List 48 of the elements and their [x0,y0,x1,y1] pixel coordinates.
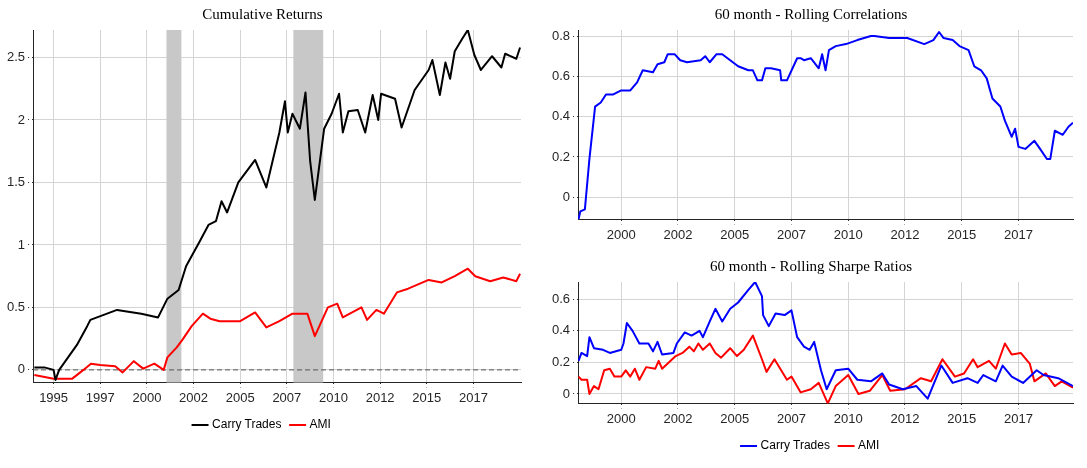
x-tick-label: 1995 [39,389,69,405]
y-tick-label: 1 [17,236,26,252]
x-tick-label: 2015 [412,389,442,405]
chart-title: 60 month - Rolling Sharpe Ratios [709,257,913,274]
x-tick-label: 2017 [1004,226,1033,242]
x-tick-label: 2017 [1004,410,1033,426]
x-tick-label: 2012 [365,389,395,405]
x-tick-label: 2005 [720,226,750,242]
x-tick-label: 2012 [890,226,920,242]
y-tick-label: 0 [562,188,571,204]
legend-label: Carry Trades [760,438,830,453]
x-tick-label: 2015 [947,226,977,242]
y-tick-label: 0.8 [551,27,571,43]
y-tick-label: 2.5 [6,49,26,65]
x-tick-label: 2005 [720,410,750,426]
x-tick-label: 2010 [833,410,863,426]
x-tick-label: 2002 [663,410,693,426]
x-tick-label: 2007 [777,226,806,242]
x-tick-label: 2007 [272,389,302,405]
chart-title: 60 month - Rolling Correlations [714,5,908,22]
x-tick-label: 2010 [833,226,863,242]
x-tick-label: 2017 [458,389,488,405]
legend-label: AMI [858,438,880,453]
x-tick-label: 2002 [179,389,208,405]
chart-title: Cumulative Returns [202,5,323,22]
y-tick-label: 0.4 [551,322,571,338]
y-tick-label: 1.5 [6,174,26,190]
x-tick-label: 2000 [606,410,636,426]
y-tick-label: 0.6 [551,67,571,83]
x-tick-label: 2012 [890,410,920,426]
y-tick-label: 0.6 [551,290,571,306]
legend-label: AMI [309,417,331,432]
x-tick-label: 2005 [225,389,255,405]
y-tick-label: 0.2 [551,353,571,369]
legend-label: Carry Trades [212,417,282,432]
y-tick-label: 0.4 [551,108,571,124]
x-tick-label: 2015 [947,410,977,426]
x-tick-label: 2010 [319,389,348,405]
y-tick-label: 0 [17,361,26,377]
y-tick-label: 2 [17,111,26,127]
y-tick-label: 0 [562,385,571,401]
x-tick-label: 2000 [132,389,162,405]
y-tick-label: 0.5 [6,299,26,314]
x-tick-label: 2002 [663,226,693,242]
y-tick-label: 0.2 [551,148,571,164]
x-tick-label: 2007 [777,410,806,426]
x-tick-label: 1997 [85,389,115,405]
x-tick-label: 2000 [606,226,636,242]
